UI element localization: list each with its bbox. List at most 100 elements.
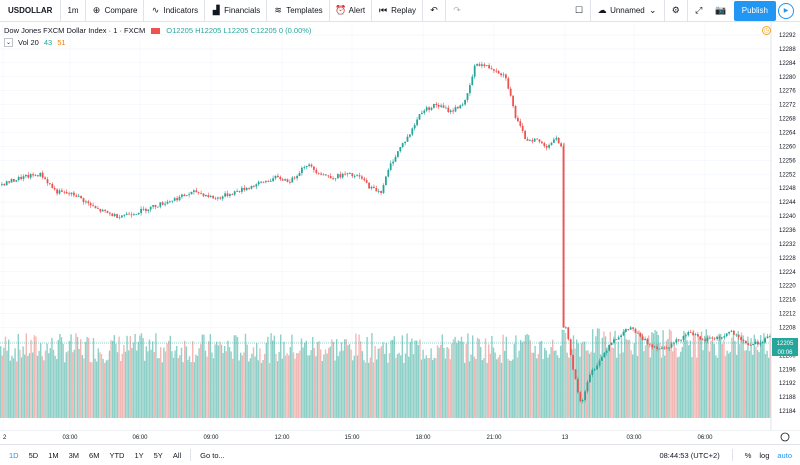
clock-time[interactable]: 08:44:53 (UTC+2) xyxy=(659,450,720,460)
indicators-button[interactable]: ∿ Indicators xyxy=(144,0,206,22)
volume-bar xyxy=(542,358,544,418)
candle-body xyxy=(550,142,553,145)
candle-body xyxy=(10,179,13,183)
snapshot-button[interactable]: 📷 xyxy=(710,0,732,22)
undo-icon: ↶ xyxy=(430,5,438,15)
goto-button[interactable]: Go to... xyxy=(200,450,225,460)
candle-body xyxy=(601,357,603,361)
volume-bar xyxy=(78,348,80,418)
auto-toggle[interactable]: auto xyxy=(777,450,792,460)
candle-body xyxy=(569,339,572,356)
time-axis[interactable]: 2 03:00 06:00 09:00 12:00 15:00 18:00 21:00 13 03… xyxy=(0,430,800,444)
replay-button[interactable]: ⏮ Replay xyxy=(372,0,424,22)
volume-bar xyxy=(432,359,434,418)
vol-value-2: 51 xyxy=(57,38,66,47)
symbol-search-button[interactable]: USDOLLAR xyxy=(0,0,62,22)
candle-body xyxy=(512,95,514,107)
volume-bar xyxy=(184,340,186,418)
settings-button[interactable]: ⚙ xyxy=(665,0,688,22)
range-button-ytd[interactable]: YTD xyxy=(109,450,125,460)
volume-bar xyxy=(545,350,547,418)
volume-bar xyxy=(708,351,711,418)
price-tick-label: 12280 xyxy=(779,75,796,81)
volume-bar xyxy=(508,360,511,418)
range-button-all[interactable]: All xyxy=(172,450,182,460)
candle-body xyxy=(238,191,241,192)
volume-bar xyxy=(198,348,200,418)
volume-bar xyxy=(761,341,763,418)
candle-body xyxy=(121,215,123,218)
volume-bar xyxy=(336,339,338,418)
candle-body xyxy=(759,342,762,345)
volume-bar xyxy=(89,361,91,418)
undo-button[interactable]: ↶ xyxy=(423,0,447,22)
time-tick-label: 12:00 xyxy=(274,435,290,441)
bottom-right-controls: 08:44:53 (UTC+2) % log auto xyxy=(659,449,800,461)
volume-bar xyxy=(134,333,136,418)
candle-body xyxy=(337,174,339,179)
range-button-1d[interactable]: 1D xyxy=(9,450,19,460)
fullscreen-button[interactable]: ⤢ xyxy=(688,0,710,22)
price-tick-label: 12192 xyxy=(779,381,796,387)
templates-button[interactable]: ≋ Templates xyxy=(267,0,330,22)
financials-button[interactable]: ▟ Financials xyxy=(205,0,268,22)
candle-body xyxy=(308,164,310,167)
volume-bar xyxy=(156,358,159,418)
volume-bar xyxy=(352,360,354,418)
range-button-6m[interactable]: 6M xyxy=(89,450,100,460)
volume-bar xyxy=(24,354,26,418)
market-clock-icon[interactable]: ◷ xyxy=(762,26,771,35)
range-button-5d[interactable]: 5D xyxy=(28,450,39,460)
compare-button[interactable]: ⊕ Compare xyxy=(86,0,145,22)
candle-body xyxy=(488,65,490,69)
candle-body xyxy=(128,213,130,215)
interval-button[interactable]: 1m xyxy=(61,0,86,22)
volume-bar xyxy=(520,340,522,418)
volume-bar xyxy=(145,346,147,418)
candle-body xyxy=(514,106,517,118)
range-button-3m[interactable]: 3M xyxy=(68,450,80,460)
volume-bar xyxy=(374,346,376,418)
candle-body xyxy=(327,175,330,177)
volume-bar xyxy=(73,349,75,418)
volume-bar xyxy=(585,350,587,418)
volume-bar xyxy=(544,347,546,418)
fullscreen-layout-button[interactable]: ☐ xyxy=(568,0,592,22)
candle-body xyxy=(730,330,733,332)
volume-bar xyxy=(457,340,459,418)
candle-body xyxy=(133,214,135,216)
publish-button[interactable]: Publish xyxy=(733,0,776,21)
price-axis[interactable]: 12292 12288 12284 12280 12276 12272 12268 12264… xyxy=(779,33,796,415)
time-tick-label: 03:00 xyxy=(62,435,78,441)
candle-body xyxy=(68,193,70,195)
volume-bar xyxy=(305,340,307,418)
axis-settings-icon[interactable] xyxy=(780,432,790,442)
volume-bar xyxy=(665,340,667,418)
volume-bar xyxy=(195,354,197,418)
alert-button[interactable]: ⏰ Alert xyxy=(330,0,373,22)
range-button-1y[interactable]: 1Y xyxy=(134,450,144,460)
volume-bar xyxy=(723,340,725,418)
redo-button[interactable]: ↷ xyxy=(446,0,468,22)
gear-icon: ⚙ xyxy=(671,5,680,15)
layout-name-button[interactable]: ☁ Unnamed ⌄ xyxy=(591,0,665,22)
volume-bar xyxy=(153,351,155,418)
volume-bar xyxy=(230,351,232,418)
collapse-legend-button[interactable]: ⌄ xyxy=(4,38,13,47)
volume-bar xyxy=(419,339,421,418)
volume-bar xyxy=(617,341,619,418)
range-button-1m[interactable]: 1M xyxy=(48,450,59,460)
volume-bar xyxy=(635,331,637,418)
volume-bar xyxy=(460,336,463,418)
log-toggle[interactable]: log xyxy=(759,450,770,460)
play-button[interactable]: ▶ xyxy=(778,2,794,19)
candle-body xyxy=(553,139,555,143)
volume-bar xyxy=(760,335,762,418)
volume-bar xyxy=(128,350,130,418)
price-chart[interactable]: 12292 12288 12284 12280 12276 12272 12268 12264… xyxy=(0,22,800,430)
candle-body xyxy=(401,143,404,147)
candle-body xyxy=(214,198,217,200)
range-button-5y[interactable]: 5Y xyxy=(153,450,163,460)
percent-toggle[interactable]: % xyxy=(744,450,752,460)
candle-body xyxy=(713,338,716,340)
